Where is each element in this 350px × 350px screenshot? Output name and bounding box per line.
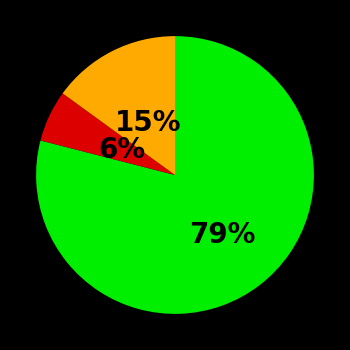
Text: 15%: 15% [115, 109, 182, 137]
Text: 79%: 79% [189, 221, 255, 249]
Wedge shape [36, 36, 314, 314]
Text: 6%: 6% [99, 136, 146, 164]
Wedge shape [63, 36, 175, 175]
Wedge shape [41, 93, 175, 175]
